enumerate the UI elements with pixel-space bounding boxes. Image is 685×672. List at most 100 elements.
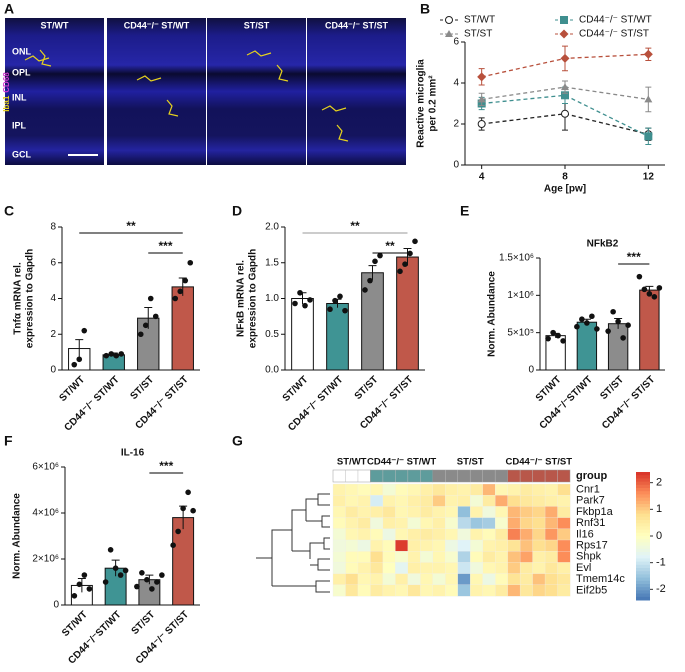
heatmap-cell: [544, 551, 558, 563]
data-point: [574, 323, 580, 330]
heatmap-cell: [382, 539, 396, 552]
data-point: [76, 581, 83, 588]
heatmap-cell: [407, 573, 421, 586]
heatmap-cell: [544, 506, 558, 519]
heatmap-cell: [420, 584, 434, 597]
colorbar-step: [636, 536, 650, 540]
heatmap-cell: [432, 483, 446, 496]
x-tick-label: 4: [479, 172, 485, 183]
heatmap-cell: [532, 584, 546, 597]
y-tick-label: 2: [50, 329, 56, 340]
data-point: [651, 294, 658, 300]
bar: [326, 303, 349, 371]
significance-label: ***: [627, 250, 641, 264]
column-label: CD44⁻/⁻ ST/WT: [124, 20, 190, 30]
colorbar-step: [636, 532, 650, 537]
heatmap-cell: [395, 562, 409, 575]
colorbar-step: [636, 590, 650, 595]
data-point: [187, 259, 194, 266]
micrograph-tile: [207, 18, 306, 165]
row-label: Evl: [576, 562, 591, 574]
error-bar: [368, 265, 377, 280]
data-point: [71, 361, 78, 368]
colorbar-label: -1: [656, 557, 666, 569]
legend-marker: [445, 16, 453, 24]
data-point: [610, 308, 616, 315]
data-point: [122, 567, 129, 574]
heatmap-cell: [495, 506, 509, 519]
heatmap-cell: [519, 584, 534, 597]
colorbar-step: [636, 558, 650, 563]
heatmap-cell: [482, 562, 496, 575]
x-tick-label: ST/ST: [598, 374, 626, 402]
colorbar-step: [636, 564, 650, 569]
heatmap-cell: [495, 573, 509, 586]
x-tick-label: ST/ST: [130, 609, 158, 637]
y-tick-label: 1×10⁶: [507, 290, 534, 301]
heatmap-cell: [495, 551, 509, 563]
legend-marker: [559, 29, 569, 39]
colorbar-step: [636, 494, 650, 499]
data-point: [113, 352, 120, 359]
panel-letter: C: [4, 203, 14, 219]
data-point: [656, 285, 663, 291]
layer-label: INL: [12, 92, 27, 102]
heatmap-cell: [557, 495, 571, 507]
data-point: [149, 586, 155, 592]
heatmap-cell: [495, 584, 509, 597]
data-point: [185, 489, 191, 496]
data-point: [560, 338, 566, 344]
data-point: [108, 351, 115, 357]
heatmap-cell: [495, 495, 509, 507]
y-tick-label: 4: [50, 293, 56, 304]
heatmap-cell: [445, 483, 459, 496]
colorbar-step: [636, 587, 650, 591]
x-tick-label: ST/WT: [281, 374, 311, 404]
data-point: [81, 327, 88, 334]
heatmap-cell: [345, 584, 359, 597]
data-point: [137, 331, 144, 338]
heatmap-cell: [544, 573, 558, 586]
y-axis-label: Tnfα mRNA rel.: [13, 262, 24, 335]
legend-marker: [445, 30, 453, 37]
colorbar-step: [636, 593, 650, 598]
colorbar-label: 0: [656, 530, 662, 542]
heatmap-cell: [395, 483, 409, 496]
heatmap-cell: [457, 483, 471, 496]
data-point: [71, 593, 78, 599]
heatmap-cell: [445, 495, 459, 507]
micrograph-tile: [5, 18, 104, 165]
heatmap-cell: [370, 483, 384, 496]
heatmap-cell: [395, 517, 409, 530]
x-tick-label: ST/WT: [57, 374, 87, 404]
significance-label: **: [350, 219, 360, 233]
heatmap-cell: [544, 539, 558, 552]
panel-letter: E: [460, 203, 469, 219]
heatmap-cell: [544, 584, 558, 597]
data-point: [362, 287, 368, 293]
heatmap-cell: [370, 562, 384, 575]
marker: [644, 132, 653, 141]
heatmap-cell: [470, 528, 484, 541]
data-point: [152, 313, 159, 320]
heatmap-cell: [470, 551, 484, 563]
data-point: [615, 318, 621, 325]
significance-label: ***: [159, 459, 173, 473]
colorbar-step: [636, 491, 650, 495]
data-point: [175, 528, 181, 535]
heatmap-cell: [382, 573, 396, 586]
heatmap-cell: [395, 506, 409, 519]
x-tick-label: ST/WT: [534, 374, 564, 404]
heatmap-cell: [445, 562, 459, 575]
row-label: Cnr1: [576, 484, 600, 496]
heatmap-cell: [357, 584, 371, 597]
heatmap-cell: [395, 539, 409, 552]
heatmap-cell: [432, 584, 446, 597]
heatmap-cell: [395, 528, 409, 541]
heatmap-cell: [482, 517, 496, 530]
heatmap-cell: [557, 528, 571, 541]
heatmap-cell: [482, 573, 496, 586]
colorbar-step: [636, 513, 650, 518]
heatmap-cell: [557, 539, 571, 552]
y-tick-label: 0.0: [265, 365, 279, 376]
